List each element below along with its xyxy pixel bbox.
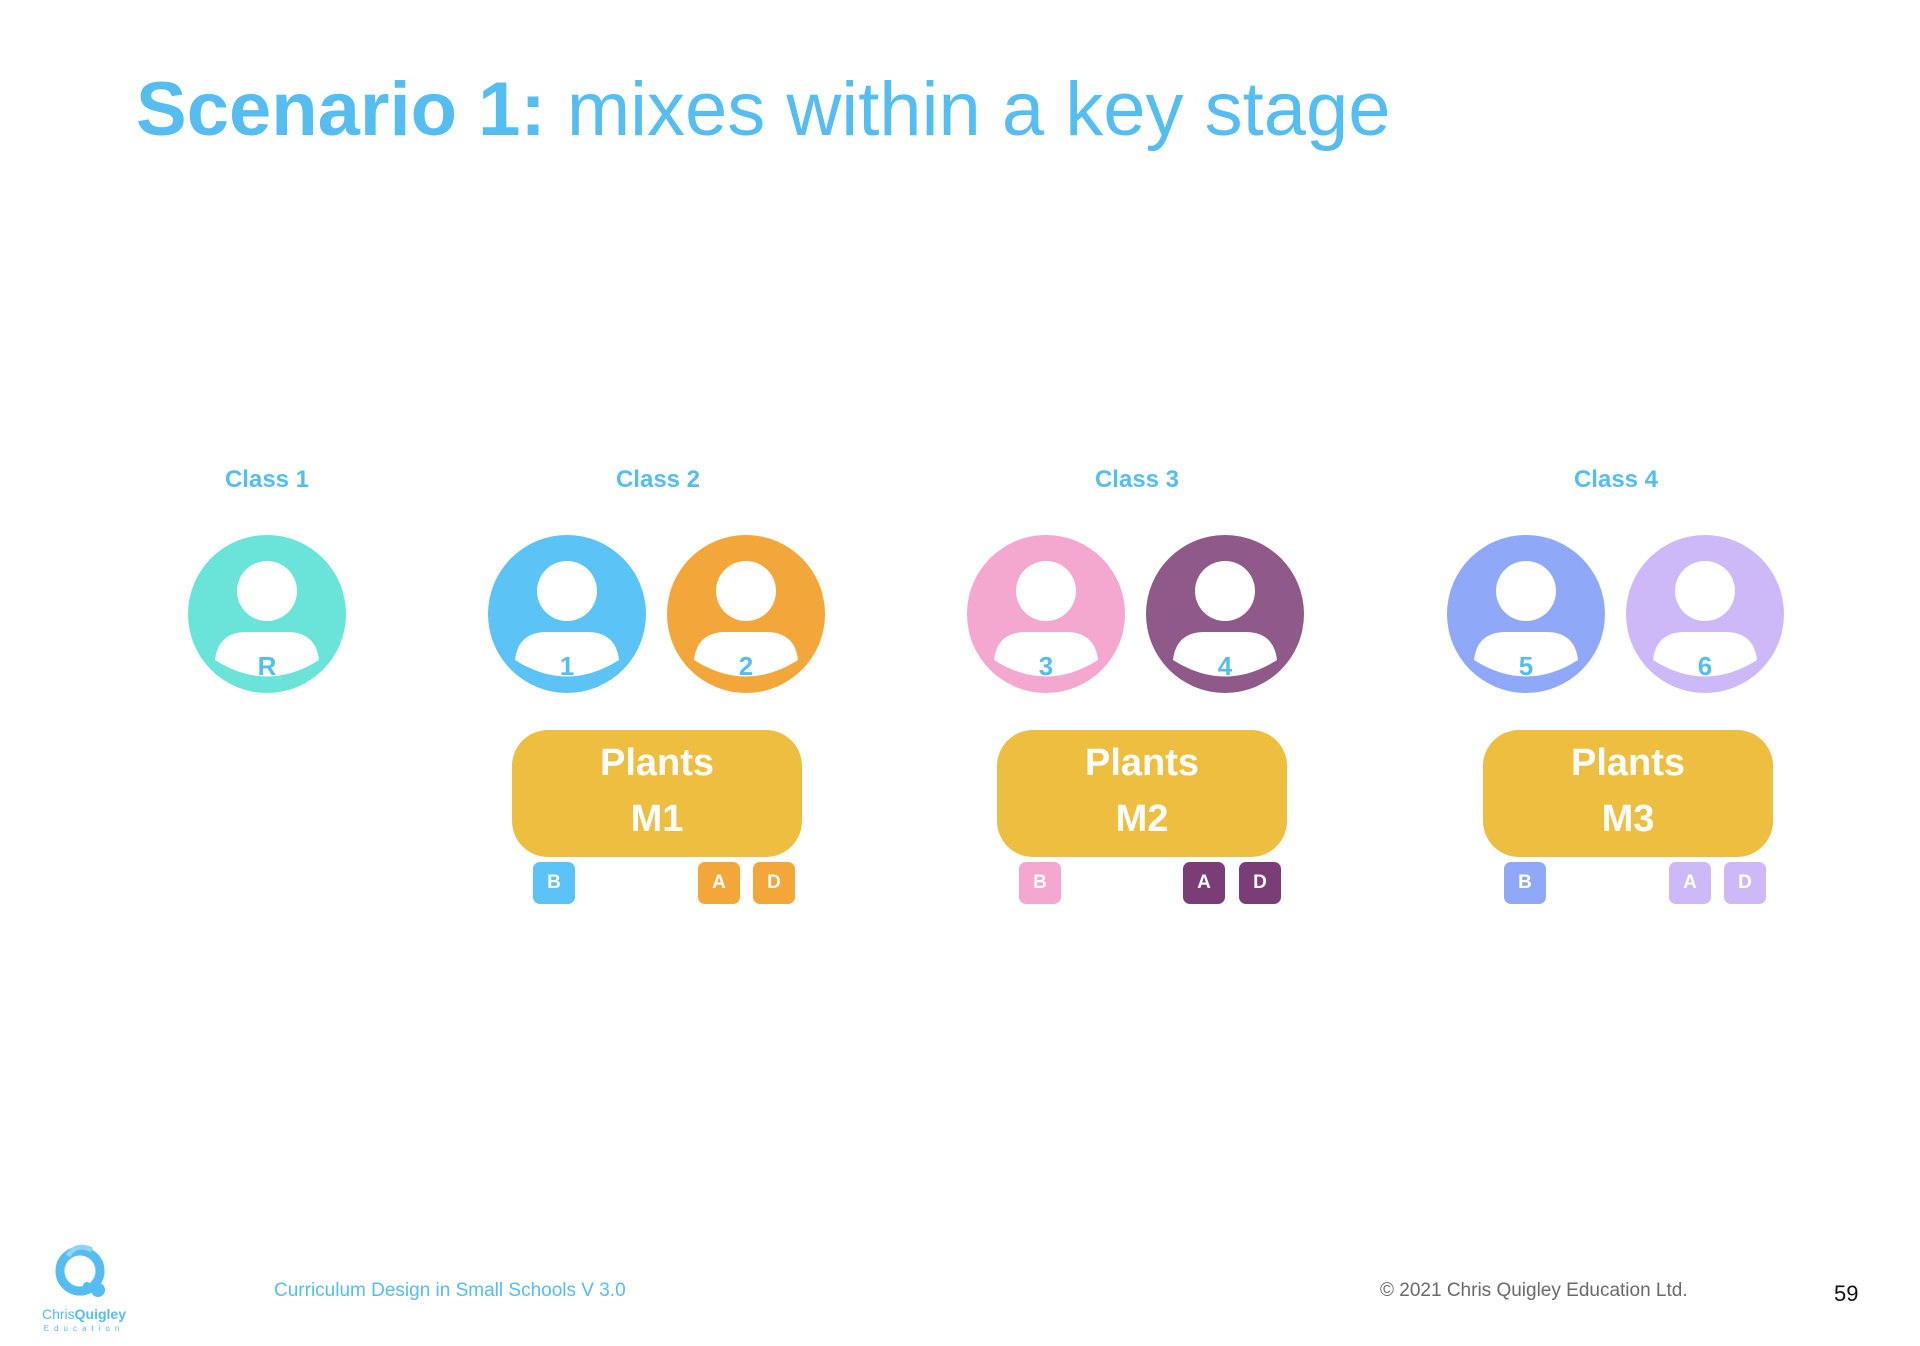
topic-box-m3: Plants M3 [1483,730,1773,857]
logo-subtitle: Education [43,1324,125,1333]
class-label-2: Class 2 [615,466,701,493]
tag-d: D [1724,862,1766,904]
footer-document-title: Curriculum Design in Small Schools V 3.0 [274,1280,626,1301]
person-icon [188,535,346,693]
topic-milestone: M3 [1601,798,1655,840]
logo-name: ChrisQuigley [38,1306,130,1322]
topic-subject: Plants [1084,742,1200,784]
person-icon [1146,535,1304,693]
person-icon [1447,535,1605,693]
logo-icon [55,1244,105,1297]
year-label: 3 [1038,651,1054,681]
footer-copyright: © 2021 Chris Quigley Education Ltd. [1380,1280,1688,1301]
class-label-4: Class 4 [1573,466,1659,493]
topic-box-m1: Plants M1 [512,730,802,857]
topic-subject: Plants [1570,742,1686,784]
logo-name-first: Chris [41,1306,75,1322]
tag-a: A [1183,862,1225,904]
page-title: Scenario 1: mixes within a key stage [136,62,1391,158]
topic-box-m2: Plants M2 [997,730,1287,857]
title-rest: mixes within a key stage [545,67,1391,152]
year-avatar-4: 4 [1146,535,1304,693]
topic-milestone: M2 [1115,798,1169,840]
company-logo: ChrisQuigley Education [38,1240,138,1336]
page-number: 59 [1834,1281,1859,1306]
tag-a: A [1669,862,1711,904]
year-label: 5 [1518,651,1534,681]
topic-milestone: M1 [630,798,684,840]
year-avatar-5: 5 [1447,535,1605,693]
person-icon [967,535,1125,693]
year-label: 1 [559,651,575,681]
year-label: R [257,651,277,681]
tag-b: B [1504,862,1546,904]
person-icon [1626,535,1784,693]
tag-d: D [753,862,795,904]
year-avatar-3: 3 [967,535,1125,693]
logo-name-second: Quigley [74,1306,127,1322]
year-label: 2 [738,651,754,681]
tag-d: D [1239,862,1281,904]
tag-b: B [1019,862,1061,904]
title-lead: Scenario 1: [136,67,546,152]
tag-a: A [698,862,740,904]
tag-b: B [533,862,575,904]
class-label-3: Class 3 [1094,466,1180,493]
year-avatar-6: 6 [1626,535,1784,693]
year-avatar-1: 1 [488,535,646,693]
class-label-1: Class 1 [224,466,310,493]
person-icon [667,535,825,693]
year-avatar-r: R [188,535,346,693]
year-avatar-2: 2 [667,535,825,693]
year-label: 6 [1697,651,1713,681]
person-icon [488,535,646,693]
topic-subject: Plants [599,742,715,784]
year-label: 4 [1217,651,1233,681]
